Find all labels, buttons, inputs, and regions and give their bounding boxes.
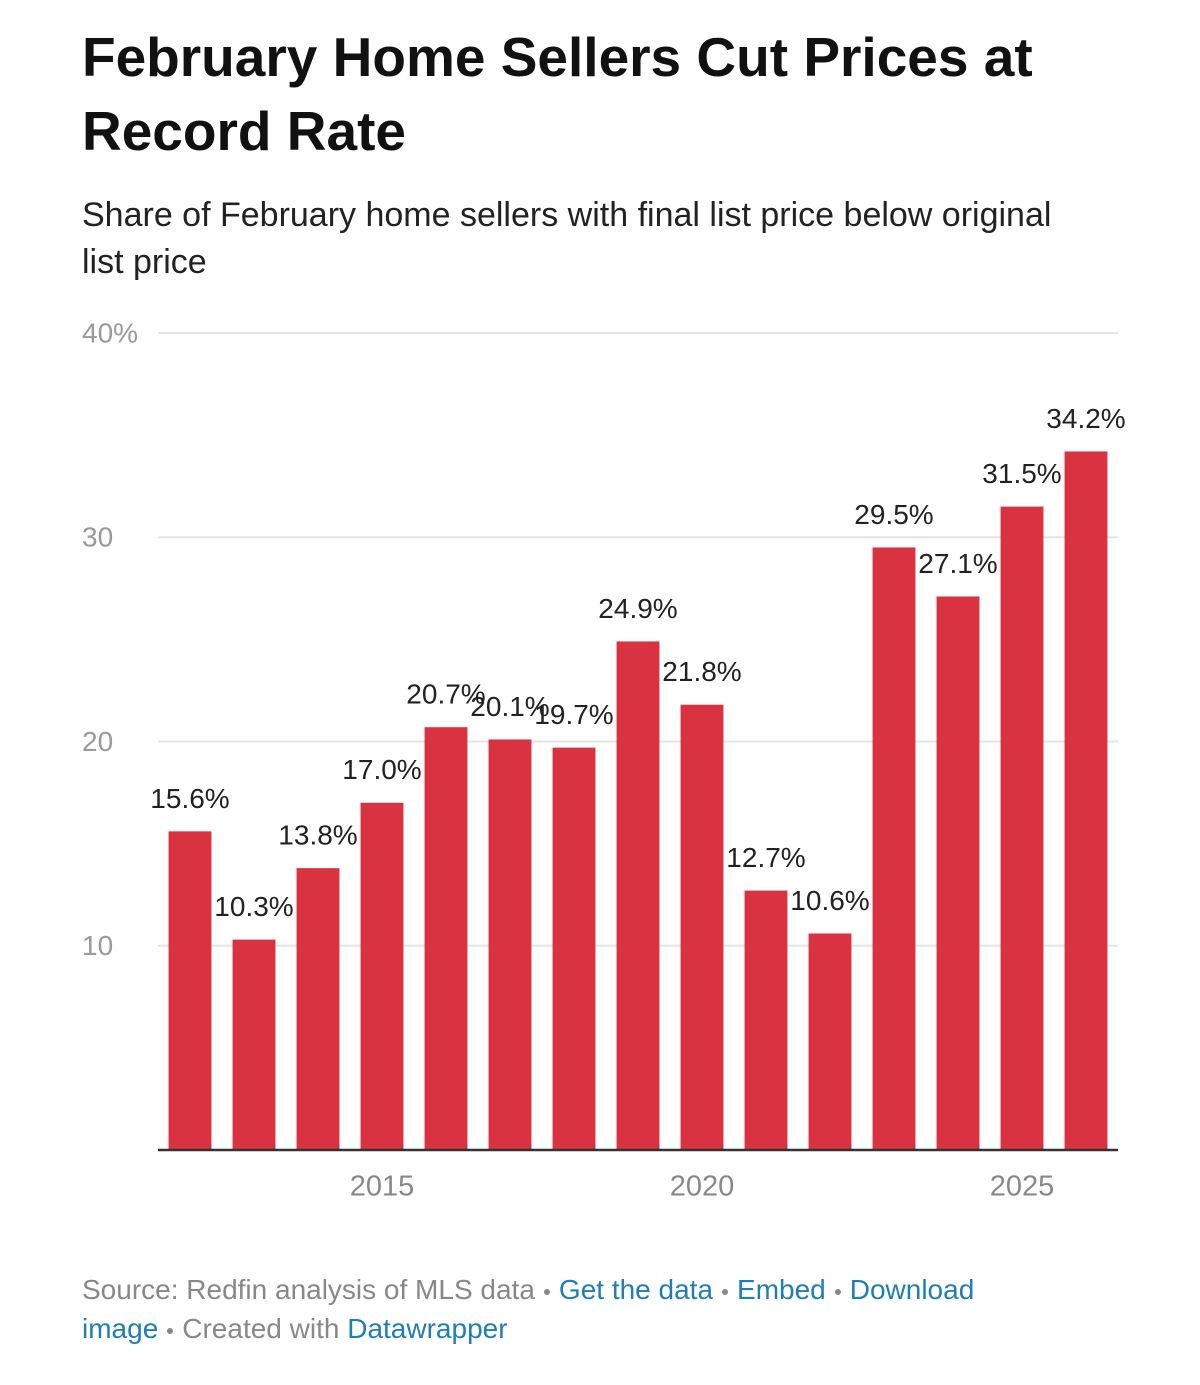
- bar: [872, 547, 916, 1150]
- value-label: 20.7%: [406, 679, 485, 710]
- value-label: 13.8%: [278, 820, 357, 851]
- value-label: 15.6%: [150, 783, 229, 814]
- bar: [232, 939, 276, 1150]
- value-label: 21.8%: [662, 656, 741, 687]
- separator: [722, 1288, 729, 1295]
- value-label: 12.7%: [726, 842, 805, 873]
- link[interactable]: Datawrapper: [347, 1313, 508, 1344]
- bar: [488, 739, 532, 1150]
- chart: 10 20 30 40% 2015 2020 2025 15.6% 10.3% 13.8% 17.0…: [82, 317, 1126, 1203]
- bar: [360, 802, 404, 1150]
- bar: [1064, 451, 1108, 1151]
- chart-subtitle: Share of February home sellers with fina…: [82, 196, 1052, 281]
- y-tick-label: 20: [82, 726, 113, 757]
- value-label: 31.5%: [982, 458, 1061, 489]
- bar: [168, 831, 212, 1150]
- bar: [424, 727, 468, 1150]
- x-tick-label: 2025: [990, 1171, 1055, 1203]
- bar: [296, 868, 340, 1150]
- source: Source: Redfin analysis of MLS data: [82, 1274, 535, 1305]
- y-tick-label: 40%: [82, 317, 138, 348]
- link[interactable]: Get the data: [558, 1274, 714, 1305]
- footer: Source: Redfin analysis of MLS data Get t…: [82, 1270, 1052, 1348]
- x-tick-label: 2015: [350, 1171, 415, 1203]
- separator: [543, 1288, 550, 1295]
- link[interactable]: Embed: [737, 1274, 826, 1305]
- separator: [834, 1288, 841, 1295]
- bar: [1000, 506, 1044, 1150]
- value-label: 20.1%: [470, 691, 549, 722]
- value-label: 24.9%: [598, 593, 677, 624]
- bar: [552, 747, 596, 1150]
- value-label: 17.0%: [342, 754, 421, 785]
- value-label: 34.2%: [1046, 403, 1125, 434]
- value-label: 10.6%: [790, 885, 869, 916]
- value-label: 19.7%: [534, 699, 613, 730]
- link[interactable]: Download image: [82, 1274, 975, 1344]
- bar: [936, 596, 980, 1150]
- y-tick-label: 30: [82, 522, 113, 553]
- chart-title: February Home Sellers Cut Prices at Reco…: [82, 26, 1033, 162]
- bar: [744, 890, 788, 1150]
- value-label: 29.5%: [854, 499, 933, 530]
- value-label: 10.3%: [214, 891, 293, 922]
- created-with: Created with: [182, 1313, 340, 1344]
- separator: [167, 1327, 174, 1334]
- x-tick-label: 2020: [670, 1171, 735, 1203]
- value-label: 27.1%: [918, 548, 997, 579]
- bar: [808, 933, 852, 1150]
- y-tick-label: 10: [82, 930, 113, 961]
- bar: [680, 704, 724, 1150]
- bar: [616, 641, 660, 1150]
